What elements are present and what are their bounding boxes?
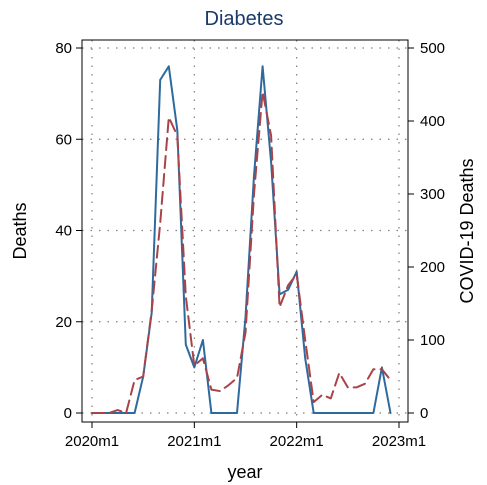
x-tick-label: 2021m1 <box>167 433 221 450</box>
x-tick-label: 2023m1 <box>372 433 426 450</box>
y2-tick-label: 200 <box>420 259 445 276</box>
y2-tick-label: 300 <box>420 186 445 203</box>
series-group <box>91 65 392 414</box>
y-tick-label: 20 <box>55 314 72 331</box>
axes-group <box>76 47 414 428</box>
y2-tick-label: 100 <box>420 332 445 349</box>
y2-tick-label: 0 <box>420 405 428 422</box>
y-tick-label: 60 <box>55 131 72 148</box>
chart-title: Diabetes <box>205 8 284 30</box>
deaths-line <box>91 65 392 414</box>
x-tick-label: 2022m1 <box>270 433 324 450</box>
y-tick-label: 40 <box>55 223 72 240</box>
tick-labels-group: 0 20 40 60 80 0 100 200 300 400 500 2020m1 2021m1 202… <box>55 40 445 450</box>
y2-tick-label: 500 <box>420 40 445 57</box>
x-axis-label: year <box>227 462 262 482</box>
y-axis-label: Deaths <box>10 202 30 259</box>
y-tick-label: 80 <box>55 40 72 57</box>
x-tick-label: 2020m1 <box>65 433 119 450</box>
y2-axis-label: COVID-19 Deaths <box>457 158 477 303</box>
y-tick-label: 0 <box>64 405 72 422</box>
covid-deaths-line <box>91 90 392 414</box>
y2-tick-label: 400 <box>420 113 445 130</box>
